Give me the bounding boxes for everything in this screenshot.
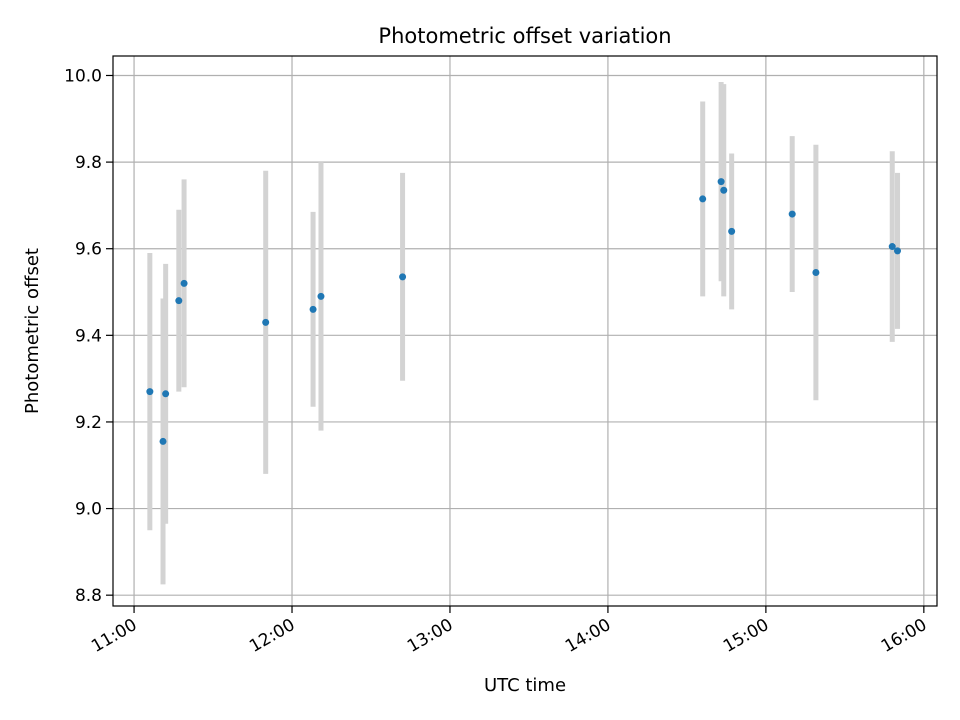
plot-frame [112, 55, 938, 607]
y-tick-label: 10.0 [64, 66, 102, 86]
y-axis: 8.8 9.0 9.2 9.4 9.6 9.8 10.0 [64, 66, 113, 606]
data-point [317, 292, 325, 300]
data-point [699, 195, 707, 203]
data-point [888, 243, 896, 251]
data-point [262, 318, 270, 326]
y-axis-label: Photometric offset [22, 248, 43, 414]
x-axis: 11:00 12:00 13:00 14:00 15:00 16:00 [88, 606, 930, 657]
x-axis-label: UTC time [484, 675, 566, 696]
grid [113, 56, 937, 606]
data-point [894, 247, 902, 255]
data-point [309, 305, 317, 313]
x-tick-label: 15:00 [720, 615, 772, 657]
x-tick-label: 14:00 [562, 615, 614, 657]
chart-title: Photometric offset variation [378, 24, 671, 48]
x-tick-label: 11:00 [88, 615, 140, 657]
data-point [399, 273, 407, 281]
data-point [146, 388, 154, 396]
x-tick-label: 13:00 [404, 615, 456, 657]
y-tick-label: 9.6 [75, 240, 102, 260]
data-point [720, 186, 728, 194]
y-tick-label: 9.8 [75, 153, 102, 173]
data-point [728, 227, 736, 235]
y-tick-label: 8.8 [75, 586, 102, 606]
x-tick-label: 16:00 [878, 615, 930, 657]
data-point [175, 297, 183, 305]
x-tick-label: 12:00 [246, 615, 298, 657]
data-point [180, 279, 188, 287]
data-point [812, 269, 820, 277]
y-tick-label: 9.4 [75, 326, 102, 346]
y-tick-label: 9.0 [75, 500, 102, 520]
data-points [146, 178, 902, 445]
data-point [788, 210, 796, 218]
data-point [717, 178, 725, 186]
data-point [159, 437, 167, 445]
data-point [162, 390, 170, 398]
y-tick-label: 9.2 [75, 413, 102, 433]
